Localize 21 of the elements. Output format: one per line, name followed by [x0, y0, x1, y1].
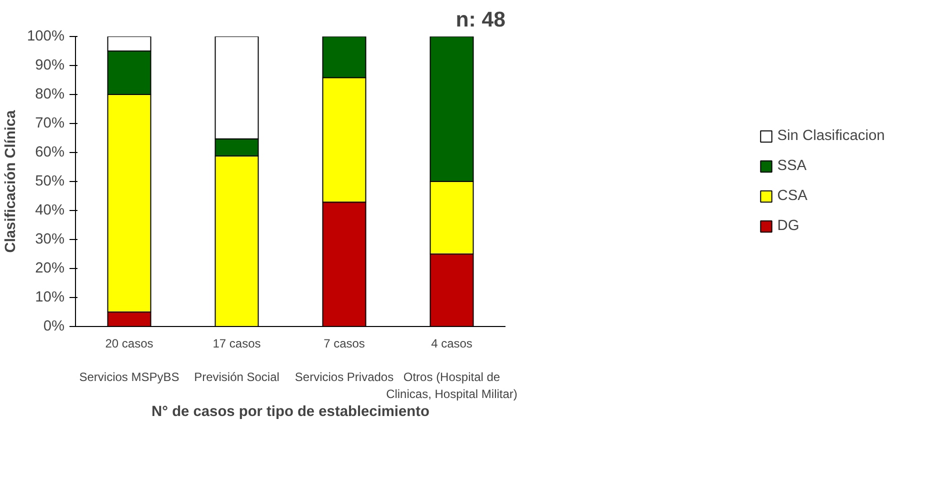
y-tick-label: 20%: [35, 260, 65, 276]
legend-label: Sin Clasificacion: [777, 128, 885, 144]
y-tick-label: 40%: [35, 202, 65, 218]
y-tick-label: 30%: [35, 232, 65, 248]
legend-label: CSA: [777, 188, 808, 204]
y-tick-label: 100%: [27, 28, 65, 44]
category-label: 20 casos Servicios MSPyBS: [79, 336, 180, 384]
y-tick-label: 70%: [35, 116, 65, 132]
y-tick-label: 10%: [35, 290, 65, 306]
y-tick-label: 50%: [35, 174, 65, 190]
y-axis-title: Clasificación Clínica: [3, 109, 20, 253]
category-label: 17 casos Previsión Social: [194, 336, 280, 384]
y-tick-label: 90%: [35, 58, 65, 74]
y-tick-label: 80%: [35, 86, 65, 102]
text: n: 48: [456, 8, 506, 32]
legend-label: SSA: [777, 158, 807, 174]
x-axis-title: N° de casos por tipo de establecimiento: [152, 404, 430, 420]
y-tick-label: 60%: [35, 144, 65, 160]
category-label: 7 casos Servicios Privados: [294, 336, 394, 384]
y-tick-label: 0%: [43, 318, 65, 334]
legend-label: DG: [777, 218, 800, 234]
